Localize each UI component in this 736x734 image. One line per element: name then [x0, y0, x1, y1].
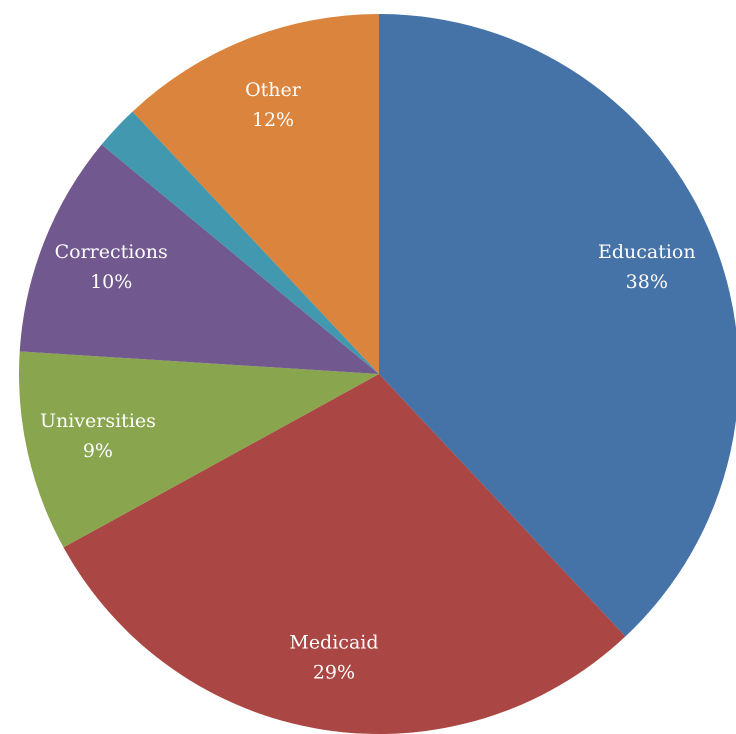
slice-value-label: 10% — [90, 271, 132, 293]
pie-slice — [63, 374, 626, 734]
slice-label: Other — [245, 79, 302, 101]
pie-slice — [379, 14, 736, 637]
pie-slice — [19, 351, 380, 548]
pie-slice — [19, 144, 379, 374]
pie-slice — [132, 14, 379, 374]
slice-label: Medicaid — [289, 631, 378, 653]
slice-label: Universities — [40, 410, 156, 432]
slice-value-label: 12% — [252, 109, 294, 131]
slice-value-label: 9% — [83, 440, 113, 462]
slice-label: Corrections — [55, 241, 168, 263]
slice-value-label: 38% — [626, 271, 668, 293]
slice-value-label: 29% — [313, 661, 355, 683]
slice-label: Education — [598, 241, 696, 263]
pie-slice — [101, 111, 379, 375]
